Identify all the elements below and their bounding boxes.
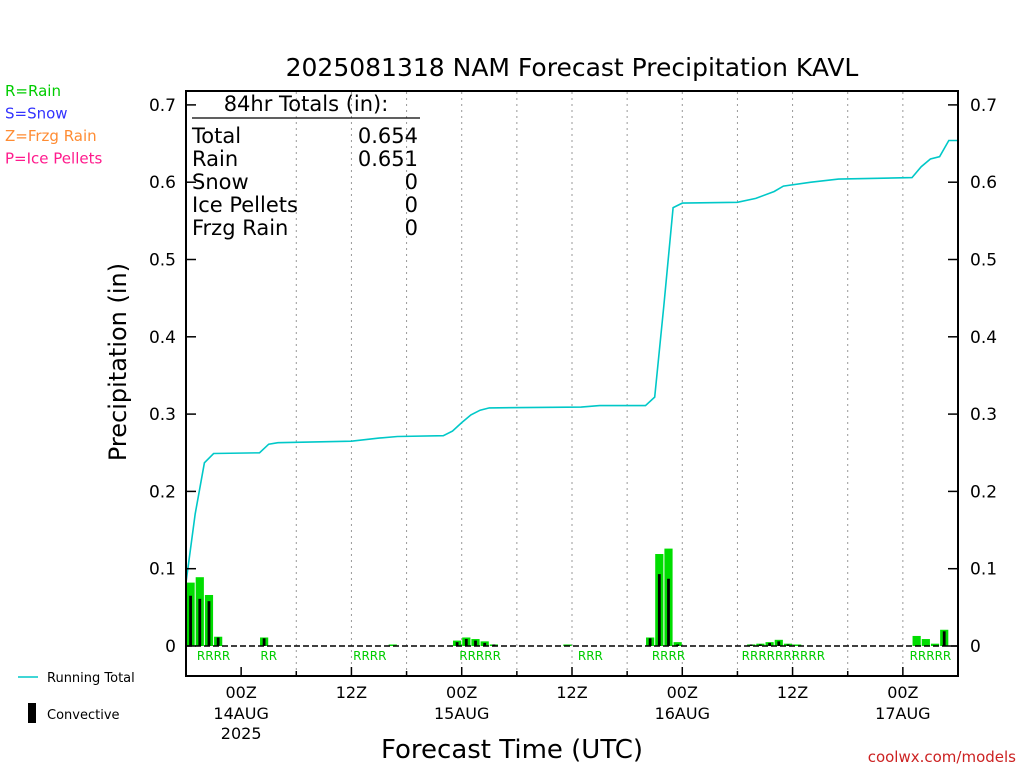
precip-bar-convective: [749, 644, 753, 646]
x-tick-label: 12Z: [556, 683, 587, 702]
totals-row-value: 0.654: [358, 124, 418, 148]
y-tick-label-right: 0.1: [970, 560, 997, 580]
legend-type-entry: S=Snow: [5, 105, 68, 123]
precip-bar-convective: [474, 640, 477, 646]
y-tick-label: 0.7: [149, 96, 176, 116]
x-tick-label: 12Z: [777, 683, 808, 702]
y-tick-label-right: 0.5: [970, 251, 997, 271]
precip-bar-convective: [483, 642, 487, 646]
precip-bar-convective: [207, 601, 211, 646]
precip-bar-total: [912, 635, 921, 646]
precip-type-label: RRRR: [197, 649, 230, 663]
precip-bar-convective: [786, 644, 790, 646]
x-tick-label: 00Z: [667, 683, 698, 702]
y-tick-label: 0.6: [149, 173, 176, 193]
y-tick-label: 0.2: [149, 482, 176, 502]
precip-bar-convective: [455, 642, 459, 646]
precip-type-label: RRRRRRRRRR: [742, 649, 825, 663]
precip-type-legend: R=Rain S=Snow Z=Frzg Rain P=Ice Pellets: [5, 82, 102, 168]
totals-row-label: Ice Pellets: [192, 193, 298, 217]
totals-box: 84hr Totals (in): Total 0.654 Rain 0.651 Sno…: [191, 92, 420, 240]
precip-bar-total: [793, 644, 802, 646]
y-tick-label-right: 0.3: [970, 405, 997, 425]
legend-type-entry: R=Rain: [5, 82, 61, 100]
y-tick-label-right: 0.4: [970, 328, 997, 348]
y-axis-left: 0 0.1 0.2 0.3 0.4 0.5 0.6 0.7: [149, 96, 196, 657]
precip-bar-convective: [198, 598, 202, 646]
precip-type-label: RRRRR: [459, 649, 501, 663]
watermark-text: coolwx.com/models: [868, 748, 1016, 766]
precip-bar-convective: [942, 631, 946, 646]
precip-bar-total: [673, 642, 682, 646]
precip-bar-convective: [777, 641, 781, 646]
x-tick-date: 16AUG: [655, 704, 710, 723]
precip-bar-convective: [759, 644, 762, 646]
x-tick-date: 15AUG: [434, 704, 489, 723]
precip-bars: [186, 548, 949, 646]
totals-row-label: Total: [191, 124, 241, 148]
precip-bar-convective: [189, 595, 192, 646]
precip-bar-total: [921, 639, 930, 646]
precip-type-label: RRR: [578, 649, 603, 663]
y-axis-right: 0 0.1 0.2 0.3 0.4 0.5 0.6 0.7: [948, 96, 997, 657]
precip-type-label: RRRR: [652, 649, 685, 663]
precip-bar-convective: [768, 642, 771, 646]
y-tick-label-right: 0.7: [970, 96, 997, 116]
x-tick-label: 12Z: [336, 683, 367, 702]
precip-bar-convective: [648, 638, 652, 646]
totals-row-label: Frzg Rain: [192, 216, 288, 240]
precip-bar-total: [930, 643, 940, 646]
x-tick-label: 00Z: [887, 683, 918, 702]
y-tick-label-right: 0: [970, 637, 981, 657]
totals-row-label: Rain: [192, 147, 238, 171]
totals-header: 84hr Totals (in):: [224, 92, 389, 116]
y-tick-label-right: 0.6: [970, 173, 997, 193]
totals-row-label: Snow: [192, 170, 249, 194]
y-axis-label: Precipitation (in): [104, 263, 132, 461]
totals-row-value: 0: [405, 170, 418, 194]
precip-bar-convective: [676, 644, 680, 646]
precip-bar-convective: [262, 638, 266, 646]
x-axis-label: Forecast Time (UTC): [381, 735, 643, 765]
y-tick-label: 0.5: [149, 251, 176, 271]
chart-title: 2025081318 NAM Forecast Precipitation KA…: [286, 53, 859, 82]
x-tick-date: 17AUG: [875, 704, 930, 723]
legend-type-entry: Z=Frzg Rain: [5, 127, 97, 145]
y-tick-label: 0: [165, 637, 176, 657]
x-tick-label: 00Z: [225, 683, 256, 702]
precip-type-label: RRRRR: [910, 649, 952, 663]
totals-row-value: 0: [405, 193, 418, 217]
precip-bar-convective: [216, 637, 220, 646]
y-tick-label: 0.3: [149, 405, 176, 425]
precip-type-label: RRRR: [353, 649, 386, 663]
running-total-polyline: [185, 139, 958, 583]
y-tick-label: 0.4: [149, 328, 176, 348]
legend-series-entry: Convective: [47, 708, 120, 723]
precip-bar-convective: [464, 639, 468, 646]
precip-bar-total: [388, 644, 397, 646]
precip-type-label: RR: [260, 649, 277, 663]
x-tick-date: 14AUG: [213, 704, 268, 723]
series-legend: Running Total Convective: [18, 671, 135, 723]
legend-series-entry: Running Total: [47, 671, 135, 686]
precip-bar-convective: [667, 578, 670, 646]
precip-bar-convective: [657, 574, 661, 646]
grid-lines: [295, 92, 904, 675]
totals-row-value: 0: [405, 216, 418, 240]
y-tick-label-right: 0.2: [970, 482, 997, 502]
x-tick-year: 2025: [221, 724, 262, 743]
precip-type-labels: RRRR RR RRRR RRRRR RRR RRRR RRRRRRRRRR RRRRR: [197, 649, 951, 663]
legend-type-entry: P=Ice Pellets: [5, 150, 102, 168]
running-total-line: [185, 139, 958, 583]
x-tick-label: 00Z: [446, 683, 477, 702]
y-tick-label: 0.1: [149, 560, 176, 580]
convective-swatch: [28, 703, 36, 723]
totals-row-value: 0.651: [358, 147, 418, 171]
